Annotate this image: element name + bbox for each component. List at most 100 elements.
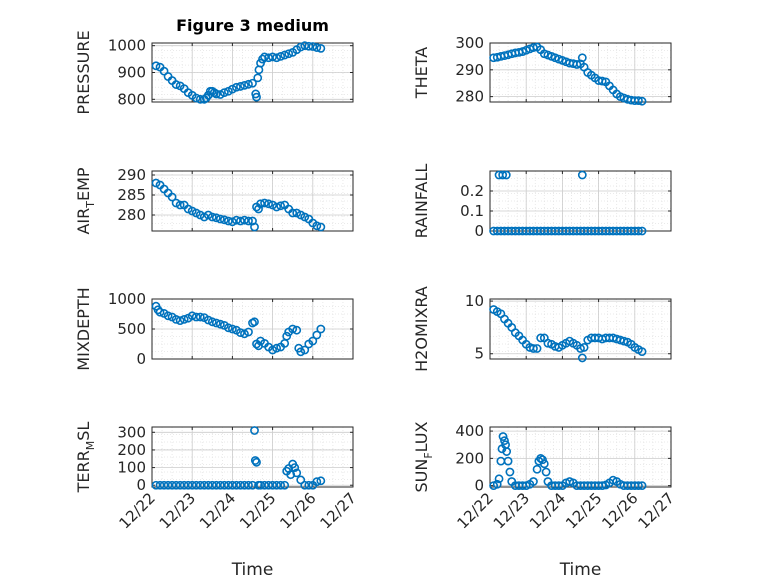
- data-point: [276, 201, 286, 211]
- series-sun_flux: [489, 432, 647, 491]
- subplot-air_temp: 280 285 290 AIRTEMP: [74, 166, 354, 235]
- y-tick-label: 400: [455, 422, 484, 440]
- data-point: [252, 457, 261, 467]
- data-point: [308, 336, 318, 346]
- series-pressure: [151, 41, 326, 104]
- y-tick-label: 500: [117, 320, 146, 338]
- grid-sun_flux: [490, 427, 671, 487]
- data-point: [171, 480, 181, 490]
- y-tick-label: 1000: [108, 37, 146, 55]
- y-tick-label: 0: [136, 350, 146, 368]
- y-axis-label-text: AIR: [74, 208, 93, 235]
- series-theta: [489, 42, 647, 106]
- y-tick-label: 100: [117, 459, 146, 477]
- x-axis-label-sun_flux: Time: [559, 560, 602, 580]
- data-point: [240, 329, 249, 339]
- data-point: [215, 319, 225, 329]
- y-tick-label: 0: [474, 477, 484, 495]
- data-point: [223, 216, 233, 226]
- data-point: [248, 480, 257, 490]
- y-tick-label: 0: [136, 476, 146, 494]
- data-point: [288, 324, 298, 334]
- data-point: [232, 215, 241, 225]
- axes-box-h2omixra: [489, 298, 672, 360]
- data-point: [244, 216, 253, 226]
- data-point: [227, 324, 237, 334]
- data-point: [316, 324, 326, 334]
- y-axis-label-text: H2OMIXRA: [412, 286, 431, 372]
- data-point: [501, 170, 511, 180]
- data-point: [538, 455, 547, 465]
- data-point: [304, 41, 314, 51]
- data-point: [219, 88, 229, 98]
- y-axis-label-suffix: LUX: [412, 421, 431, 452]
- data-point: [175, 200, 185, 210]
- y-tick-label: 200: [117, 441, 146, 459]
- data-point: [268, 345, 277, 355]
- data-point: [260, 480, 269, 490]
- y-tick-label: 285: [117, 186, 146, 204]
- y-tick-label: 1000: [108, 290, 146, 308]
- data-point: [252, 92, 261, 102]
- y-tick-label: 800: [117, 90, 146, 108]
- data-point: [597, 481, 607, 491]
- data-point: [577, 170, 587, 180]
- data-point: [207, 212, 217, 222]
- data-point: [207, 480, 217, 490]
- grid-mixdepth: [152, 299, 353, 359]
- data-point: [264, 480, 273, 490]
- axes-box-theta: [489, 42, 672, 103]
- data-point: [290, 463, 300, 472]
- data-point: [250, 222, 259, 232]
- data-point: [264, 199, 273, 209]
- y-axis-label-pressure: PRESSURE: [74, 30, 93, 114]
- series-air_temp: [151, 178, 326, 232]
- data-point: [503, 456, 513, 466]
- data-point: [296, 347, 306, 357]
- x-axis-label-terr_msl: Time: [231, 560, 274, 580]
- data-point: [236, 328, 245, 337]
- data-point: [637, 347, 647, 357]
- y-tick-label: 900: [117, 64, 146, 82]
- data-point: [236, 480, 245, 490]
- data-point: [316, 222, 326, 232]
- data-point: [312, 43, 322, 52]
- data-point: [187, 480, 197, 490]
- subplot-h2omixra: 5 10 H2OMIXRA: [412, 286, 672, 372]
- data-point: [203, 315, 213, 325]
- data-point: [167, 192, 177, 202]
- y-axis-label-subscript: F: [422, 452, 435, 458]
- subplot-theta: 280 290 300 THETA: [412, 34, 672, 106]
- data-point: [276, 480, 286, 490]
- data-point: [498, 432, 508, 441]
- data-point: [223, 480, 233, 490]
- subplot-mixdepth: 0 500 1000 MIXDEPTH: [74, 287, 354, 371]
- y-tick-label: 300: [455, 34, 484, 52]
- data-point: [619, 336, 629, 346]
- data-point: [579, 343, 589, 352]
- y-tick-label: 300: [117, 423, 146, 441]
- y-tick-label: 5: [474, 345, 484, 363]
- data-point: [282, 331, 292, 341]
- data-point: [183, 480, 193, 490]
- data-point: [159, 480, 169, 490]
- data-point: [300, 345, 310, 355]
- y-tick-label: 280: [117, 206, 146, 224]
- data-point: [272, 53, 282, 63]
- data-point: [211, 318, 221, 328]
- data-point: [248, 78, 257, 88]
- data-point: [211, 213, 221, 223]
- data-point: [258, 54, 267, 64]
- data-point: [529, 477, 538, 486]
- data-point: [637, 226, 647, 236]
- y-tick-label: 0.1: [460, 202, 484, 220]
- data-point: [191, 480, 201, 490]
- data-point: [187, 311, 197, 321]
- data-point: [539, 459, 549, 469]
- data-point: [276, 52, 286, 61]
- data-point: [264, 53, 273, 63]
- y-tick-label: 0: [474, 222, 484, 240]
- data-point: [215, 480, 225, 490]
- subplot-title: Figure 3 medium: [176, 16, 329, 35]
- data-point: [250, 426, 259, 435]
